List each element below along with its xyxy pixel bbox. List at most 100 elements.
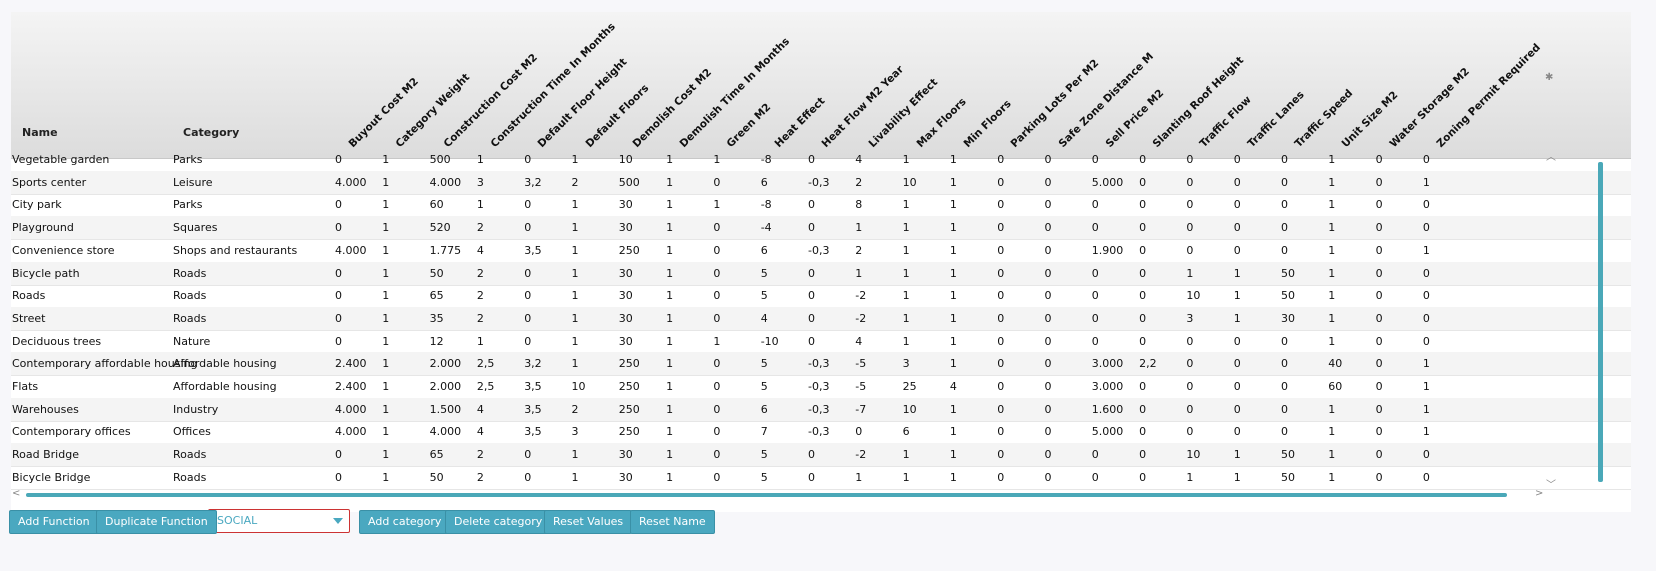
table-row[interactable]: Sports center Leisure 4.000 1 4.000 3 3,2 2 500 1… — [11, 170, 1631, 195]
button[interactable]: Delete category — [445, 510, 552, 534]
cell-value: 10 — [1186, 448, 1201, 462]
cell-value: 1 — [949, 221, 957, 235]
column-header[interactable]: Water Storage M2 — [1387, 65, 1472, 150]
table-row[interactable]: City park Parks 0 1 60 1 0 1 30 1 1 -8 0 8 1 1 0 0 0 0 0 0 0 1 0… — [11, 193, 1631, 218]
cell-value: 2.400 — [335, 380, 367, 393]
scroll-right[interactable]: > — [1535, 488, 1544, 499]
cell-value: 0 — [1139, 380, 1147, 393]
cell-value: 50 — [1281, 470, 1295, 484]
cell-value: 0 — [1375, 334, 1383, 348]
cell-value: 0 — [1044, 402, 1052, 416]
cell-value: 1 — [666, 334, 674, 348]
cell-value: 1 — [1328, 311, 1336, 325]
cell-value: 0 — [1375, 357, 1383, 371]
cell-value: -0,3 — [808, 175, 830, 189]
column-header[interactable]: Parking Lots Per M2 — [1008, 57, 1102, 150]
column-header[interactable]: Min Floors — [961, 97, 1014, 150]
horizontal-scrollbar[interactable] — [26, 493, 1507, 497]
table-row[interactable]: Flats Affordable housing 2.400 1 2.000 2,5 3,5… — [11, 375, 1631, 399]
cell-value: 0 — [1375, 198, 1383, 212]
table-row[interactable]: Vegetable garden Parks 0 1 500 1 0 1 10 1 1 -8 0 4 1 1 0… — [11, 148, 1631, 172]
cell-value: 6 — [760, 243, 768, 257]
cell-value: 0 — [808, 153, 815, 166]
table-row[interactable]: Street Roads 0 1 35 2 0 1 30 1 0 4 0 -2 1 1 0 0 0 0 3 1 30 1 0 0 — [11, 306, 1631, 331]
cell-value: 65 — [429, 448, 444, 462]
column-header[interactable]: Safe Zone Distance M — [1056, 50, 1156, 150]
button[interactable]: Duplicate Function — [96, 510, 217, 534]
button[interactable]: Add category — [359, 510, 451, 534]
table-row[interactable]: Bicycle path Roads 0 1 50 2 0 1 30 1 0 5 0 1 1 1 0 0 0 0 1 1 5… — [11, 261, 1631, 286]
column-header[interactable]: Default Floor Height — [535, 56, 630, 150]
button[interactable]: Reset Values — [544, 510, 633, 534]
cell-value: -0,3 — [808, 425, 830, 439]
header-name[interactable]: Name — [22, 126, 58, 139]
cell-value: 0 — [997, 175, 1005, 189]
button[interactable]: Reset Name — [630, 510, 715, 534]
cell-value: 2 — [476, 289, 484, 303]
cell-value: 1 — [382, 311, 390, 325]
cell-value: 0 — [1091, 311, 1099, 325]
cell-value: 2,2 — [1139, 357, 1157, 371]
cell-value: 1 — [902, 311, 910, 325]
scroll-down[interactable]: ﹀ — [1546, 480, 1556, 491]
cell-value: 1 — [382, 380, 390, 393]
cell-value: 1 — [1422, 175, 1430, 189]
table-row[interactable]: Convenience store Shops and restaurants 4.… — [11, 239, 1631, 263]
cell-value: 0 — [808, 289, 815, 303]
cell-category: Roads — [173, 448, 207, 462]
table-row[interactable]: Contemporary offices Offices 4.000 1 4.000 4 3… — [11, 420, 1631, 445]
column-header[interactable]: Demolish Cost M2 — [630, 66, 714, 150]
cell-value: 0 — [713, 448, 721, 462]
cell-value: 500 — [429, 153, 451, 166]
table-row[interactable]: Roads Roads 0 1 65 2 0 1 30 1 0 5 0 -2 1 1 0 0 0 0 10 1 50 1 0 0 — [11, 284, 1631, 309]
cell-value: 25 — [902, 380, 917, 393]
column-header[interactable]: Green M2 — [724, 101, 774, 150]
scroll-up[interactable]: ︿ — [1546, 152, 1556, 163]
cell-value: 1 — [1186, 470, 1194, 484]
column-header[interactable]: Construction Cost M2 — [441, 51, 540, 150]
table-row[interactable]: Bicycle Bridge Roads 0 1 50 2 0 1 30 1 0 5 0 1 1 1 0 0 0 0 1… — [11, 466, 1631, 490]
column-header[interactable]: Heat Flow M2 Year — [819, 63, 907, 150]
cell-value: 1 — [949, 425, 957, 439]
cell-value: 0 — [1375, 153, 1383, 166]
table-row[interactable]: Contemporary affordable housing Affordabl… — [11, 352, 1631, 377]
column-header[interactable]: Max Floors — [914, 95, 969, 150]
cell-value: 1 — [949, 311, 957, 325]
vertical-scrollbar[interactable] — [1598, 162, 1603, 482]
table-row[interactable]: Playground Squares 0 1 520 2 0 1 30 1 0 -4 0 1 1 1 0 0 0 0 0… — [11, 216, 1631, 241]
column-header[interactable]: Slanting Roof Height — [1150, 54, 1247, 150]
cell-value: 50 — [429, 266, 444, 280]
cell-value: 50 — [1281, 289, 1295, 303]
cell-value: 3 — [571, 425, 579, 439]
cell-value: 0 — [1375, 425, 1383, 439]
scroll-left[interactable]: < — [12, 488, 21, 499]
cell-value: 0 — [1139, 425, 1147, 439]
table-row[interactable]: Deciduous trees Nature 0 1 12 1 0 1 30 1 1 -10 0 4 1 1 0… — [11, 330, 1631, 354]
cell-value: 0 — [1044, 153, 1052, 166]
cell-value: 0 — [1139, 334, 1147, 348]
table-header: Name Category Buyout Cost M2 Category Wei… — [11, 12, 1631, 159]
cell-value: 0 — [713, 266, 721, 280]
cell-value: 0 — [1139, 221, 1147, 235]
cell-value: 1 — [949, 448, 957, 462]
table-row[interactable]: Warehouses Industry 4.000 1 1.500 4 3,5 2 250 1 0 6… — [11, 397, 1631, 422]
cell-value: 0 — [713, 243, 721, 257]
table-row[interactable]: Road Bridge Roads 0 1 65 2 0 1 30 1 0 5 0 -2 1 1 0 0 0 0 10 1… — [11, 443, 1631, 468]
cell-value: 0 — [1139, 243, 1147, 257]
header-category[interactable]: Category — [183, 126, 240, 139]
cell-value: 0 — [524, 153, 532, 166]
cell-value: 4.000 — [335, 402, 367, 416]
cell-name: Playground — [12, 221, 74, 235]
column-header[interactable]: Zoning Permit Required — [1434, 41, 1543, 150]
cell-value: 1 — [666, 243, 674, 257]
cell-value: 1 — [382, 221, 390, 235]
column-menu[interactable]: ✱ — [1545, 72, 1554, 83]
category-dropdown[interactable]: SOCIAL — [208, 509, 350, 533]
cell-value: 1 — [382, 198, 390, 212]
button[interactable]: Add Function — [9, 510, 99, 534]
cell-value: 5.000 — [1091, 175, 1124, 189]
cell-value: -0,3 — [808, 402, 830, 416]
cell-category: Roads — [173, 266, 207, 280]
cell-name: Bicycle Bridge — [12, 470, 91, 484]
